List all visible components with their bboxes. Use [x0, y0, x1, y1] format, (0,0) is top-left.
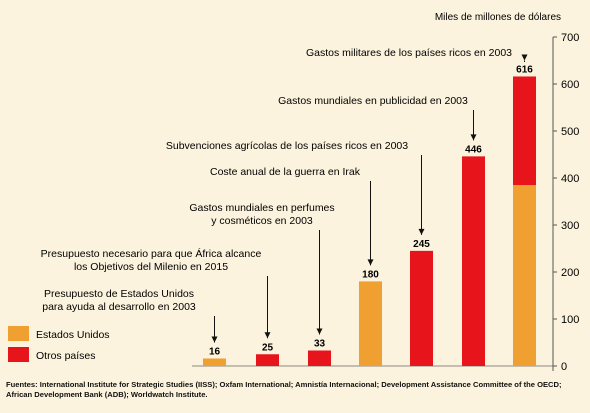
legend-swatch — [8, 347, 29, 362]
legend-label: Otros países — [36, 350, 96, 362]
y-tick-label: 700 — [561, 32, 579, 44]
annotation-arrowhead — [470, 134, 477, 141]
bar-value-label: 616 — [516, 64, 533, 75]
annotation-label: Presupuesto necesario para que África al… — [41, 247, 262, 260]
bar-value-label: 180 — [362, 269, 379, 280]
bar-value-label: 245 — [413, 239, 430, 250]
y-tick-label: 300 — [561, 220, 579, 232]
bar-value-label: 25 — [262, 342, 274, 353]
annotation-arrowhead — [418, 228, 425, 235]
unit-label: Miles de millones de dólares — [435, 12, 561, 23]
bar-value-label: 16 — [209, 346, 221, 357]
annotation-arrowhead — [211, 336, 218, 343]
annotation-label: Gastos mundiales en perfumes — [189, 202, 334, 214]
annotation-arrowhead — [367, 259, 374, 266]
y-tick-label: 500 — [561, 126, 579, 138]
y-tick-label: 200 — [561, 267, 579, 279]
legend-label: Estados Unidos — [36, 329, 110, 341]
y-tick-label: 0 — [561, 361, 567, 373]
annotation-label: los Objetivos del Milenio en 2015 — [74, 261, 228, 273]
annotation-label: para ayuda al desarrollo en 2003 — [42, 301, 196, 313]
annotation-arrowhead — [521, 54, 528, 61]
bar-segment-estados-unidos — [513, 185, 536, 366]
source-note: Fuentes: International Institute for Str… — [6, 380, 562, 399]
bar-segment-otros-paises — [410, 250, 433, 366]
annotation-arrowhead — [264, 332, 271, 339]
bar-segment-otros-paises — [256, 354, 279, 366]
bar-value-label: 446 — [465, 144, 482, 155]
annotation-label: y cosméticos en 2003 — [211, 215, 313, 227]
y-tick-label: 400 — [561, 173, 579, 185]
annotation-label: Subvenciones agrícolas de los países ric… — [166, 140, 408, 152]
bar-segment-estados-unidos — [203, 358, 226, 366]
annotation-label: Coste anual de la guerra en Irak — [210, 166, 361, 178]
y-tick-label: 600 — [561, 79, 579, 91]
annotation-arrowhead — [316, 328, 323, 335]
bar-segment-otros-paises — [462, 156, 485, 366]
annotation-label: Gastos mundiales en publicidad en 2003 — [278, 95, 468, 107]
y-tick-label: 100 — [561, 314, 579, 326]
bar-value-label: 33 — [314, 338, 326, 349]
legend-swatch — [8, 326, 29, 341]
bar-segment-estados-unidos — [359, 281, 382, 366]
bar-segment-otros-paises — [308, 350, 331, 366]
annotation-label: Presupuesto de Estados Unidos — [44, 288, 194, 300]
annotation-label: Gastos militares de los países ricos en … — [306, 47, 512, 59]
bar-segment-otros-paises — [513, 76, 536, 186]
